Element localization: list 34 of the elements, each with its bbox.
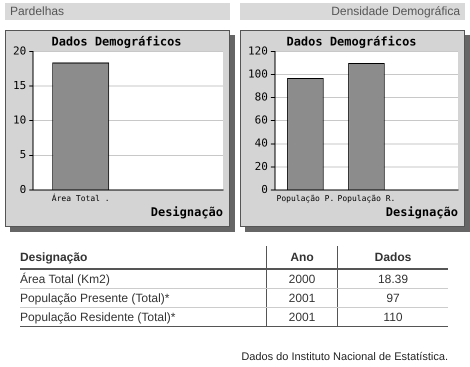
y-tick-label: 0 bbox=[20, 182, 26, 196]
x-tick-label: População R. bbox=[338, 194, 396, 203]
y-tick-label: 60 bbox=[254, 114, 268, 127]
text: 2000 bbox=[266, 269, 338, 288]
text: Dados do Instituto Nacional de Estatística. bbox=[241, 351, 448, 363]
text: Ano bbox=[266, 246, 338, 269]
chart-title: Dados Demográficos bbox=[286, 34, 417, 48]
text: Pardelhas bbox=[5, 3, 230, 20]
y-tick-label: 15 bbox=[12, 78, 26, 92]
text: 2001 bbox=[266, 308, 338, 326]
y-tick-label: 80 bbox=[254, 90, 268, 104]
y-tick-label: 120 bbox=[248, 44, 268, 58]
text: 97 bbox=[338, 288, 448, 308]
y-tick-label: 0 bbox=[261, 182, 268, 196]
category-label: População Residente (Total)* bbox=[20, 308, 266, 326]
y-tick-label: 20 bbox=[12, 44, 26, 58]
y-tick-label: 5 bbox=[20, 148, 26, 162]
text: Designação bbox=[20, 246, 266, 269]
chart-title: Dados Demográficos bbox=[51, 34, 182, 48]
x-axis-title: Designação bbox=[386, 204, 458, 219]
text: 110 bbox=[338, 308, 448, 326]
text: 18.39 bbox=[338, 269, 448, 288]
text: 2001 bbox=[266, 288, 338, 308]
text: Dados bbox=[338, 246, 448, 269]
y-tick-label: 20 bbox=[254, 160, 268, 173]
x-tick-label: Área Total . bbox=[52, 192, 110, 203]
category-label: População Presente (Total)* bbox=[20, 288, 266, 308]
text: Densidade Demográfica bbox=[240, 3, 465, 20]
y-tick-label: 100 bbox=[248, 67, 268, 80]
x-axis-title: Designação bbox=[150, 204, 223, 219]
y-tick-label: 10 bbox=[12, 114, 26, 127]
category-label: Área Total (Km2) bbox=[20, 269, 266, 288]
x-tick-label: População P. bbox=[276, 194, 334, 203]
y-tick-label: 40 bbox=[254, 136, 268, 150]
